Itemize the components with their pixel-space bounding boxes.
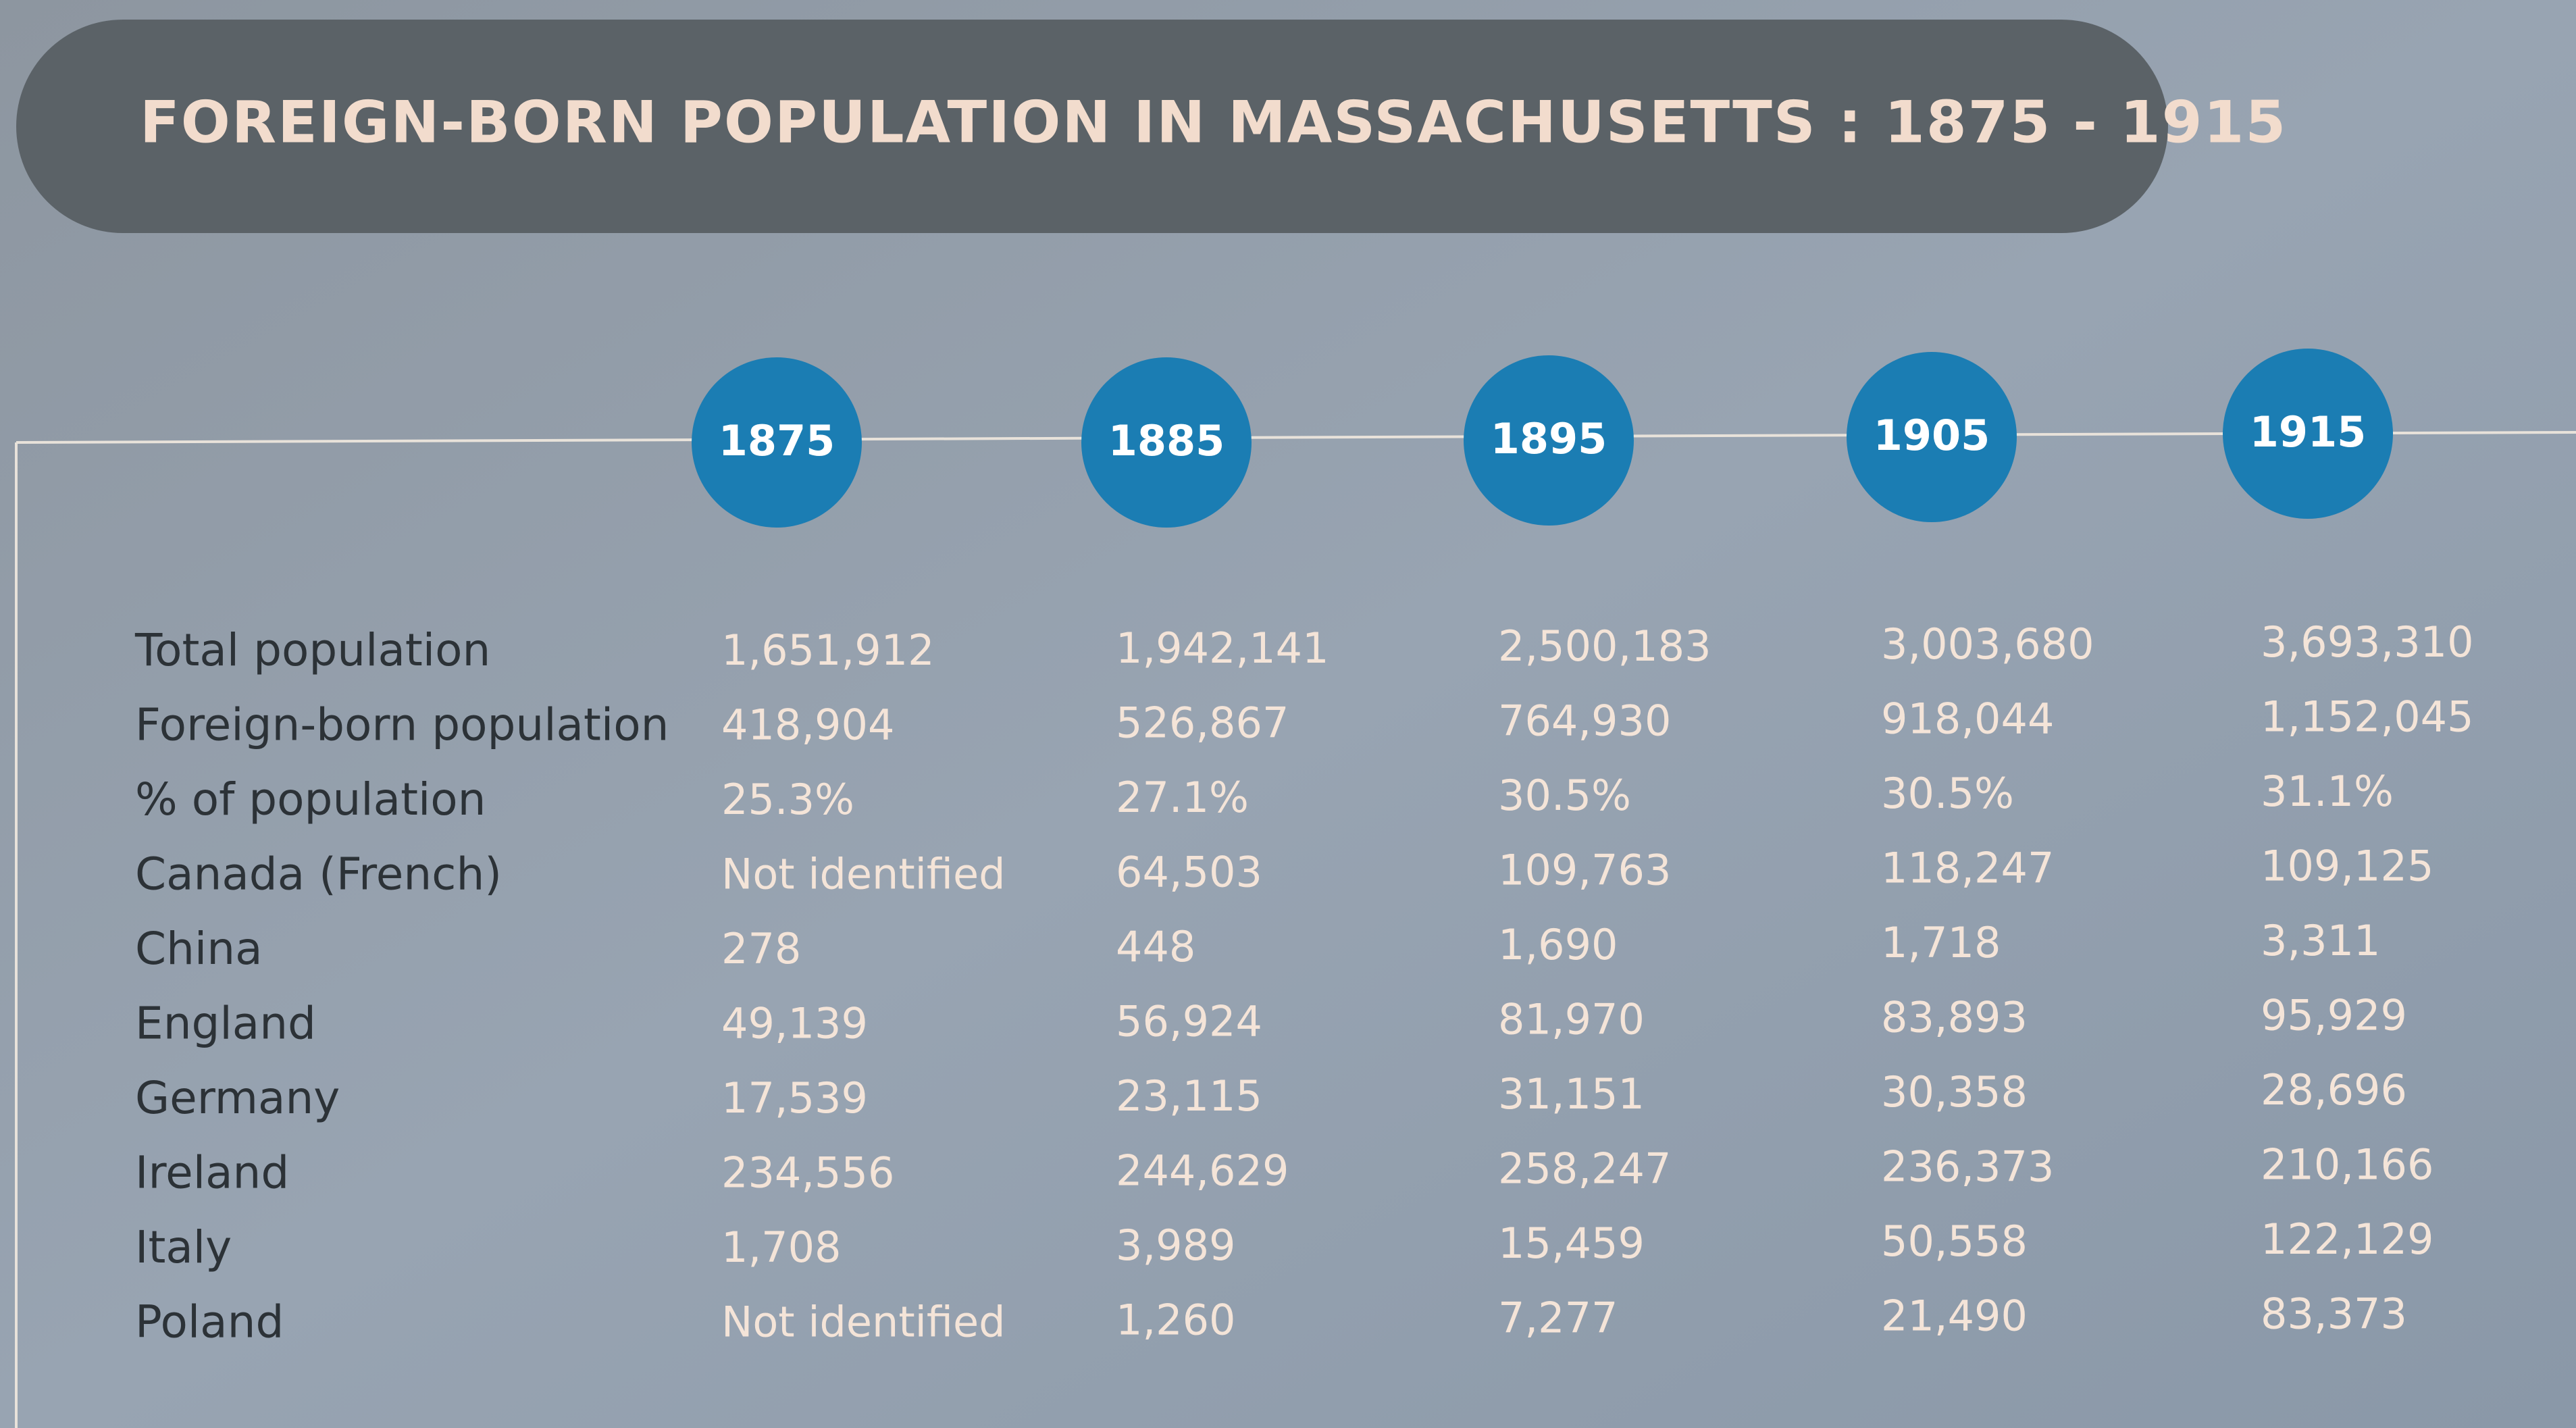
row-label: Foreign-born population <box>135 699 669 751</box>
cell-value: 27.1% <box>1116 773 1249 822</box>
row-label: % of population <box>135 773 486 825</box>
cell-value: 83,893 <box>1881 993 2028 1042</box>
cell-value: 49,139 <box>721 999 868 1048</box>
cell-value: 3,311 <box>2261 916 2381 965</box>
title: FOREIGN-BORN POPULATION IN MASSACHUSETTS… <box>140 88 2287 156</box>
year-label: 1875 <box>719 416 835 465</box>
cell-value: 2,500,183 <box>1498 621 1711 671</box>
cell-value: 234,556 <box>721 1148 894 1198</box>
cell-value: 278 <box>721 924 801 973</box>
cell-value: 764,930 <box>1498 696 1671 746</box>
year-circle <box>692 357 862 528</box>
year-circle <box>1081 357 1252 528</box>
year-label: 1905 <box>1874 411 1990 460</box>
cell-value: 56,924 <box>1116 997 1262 1046</box>
cell-value: 50,558 <box>1881 1217 2028 1266</box>
cell-value: 83,373 <box>2261 1290 2407 1339</box>
cell-value: 30.5% <box>1881 769 2014 818</box>
cell-value: Not identified <box>721 850 1005 899</box>
cell-value: 3,003,680 <box>1881 619 2094 669</box>
cell-value: 7,277 <box>1498 1294 1618 1343</box>
cell-value: 448 <box>1116 922 1195 971</box>
cell-value: 1,942,141 <box>1116 623 1329 673</box>
cell-value: 109,763 <box>1498 846 1671 895</box>
timeline <box>16 431 2576 444</box>
cell-value: 3,693,310 <box>2261 617 2474 667</box>
year-circle <box>2223 349 2393 519</box>
row-label: Germany <box>135 1072 340 1124</box>
cell-value: 30.5% <box>1498 771 1631 820</box>
cell-value: 1,718 <box>1881 918 2001 967</box>
cell-value: 23,115 <box>1116 1071 1262 1121</box>
cell-value: 918,044 <box>1881 694 2054 744</box>
cell-value: 3,989 <box>1116 1221 1236 1270</box>
cell-value: 64,503 <box>1116 848 1262 897</box>
cell-value: 28,696 <box>2261 1065 2407 1115</box>
cell-value: 1,708 <box>721 1223 842 1272</box>
cell-value: 210,166 <box>2261 1140 2433 1190</box>
cell-value: 122,129 <box>2261 1215 2433 1264</box>
cell-value: 81,970 <box>1498 995 1645 1044</box>
cell-value: 118,247 <box>1881 844 2054 893</box>
cell-value: 244,629 <box>1116 1146 1289 1196</box>
year-circle <box>1464 355 1634 526</box>
cell-value: 30,358 <box>1881 1067 2028 1117</box>
row-label: Poland <box>135 1296 284 1348</box>
cell-value: 1,152,045 <box>2261 692 2474 742</box>
cell-value: 418,904 <box>721 700 894 750</box>
cell-value: 31.1% <box>2261 767 2394 816</box>
cell-value: 17,539 <box>721 1073 868 1123</box>
row-label: Total population <box>134 624 490 676</box>
year-label: 1915 <box>2250 407 2367 457</box>
cell-value: 258,247 <box>1498 1144 1671 1194</box>
cell-value: 95,929 <box>2261 991 2407 1040</box>
cell-value: 1,690 <box>1498 920 1618 969</box>
row-label: China <box>135 923 263 975</box>
cell-value: 21,490 <box>1881 1292 2028 1341</box>
cell-value: 109,125 <box>2261 842 2433 891</box>
year-label: 1885 <box>1108 416 1225 465</box>
cell-value: 1,260 <box>1116 1296 1236 1345</box>
cell-value: 25.3% <box>721 775 854 824</box>
cell-value: 236,373 <box>1881 1142 2054 1192</box>
row-label: Ireland <box>135 1147 289 1199</box>
cell-value: Not identified <box>721 1298 1005 1347</box>
cell-value: 31,151 <box>1498 1069 1645 1119</box>
cell-value: 15,459 <box>1498 1219 1645 1268</box>
row-label: Italy <box>135 1221 232 1273</box>
year-circle <box>1847 352 2017 522</box>
cell-value: 526,867 <box>1116 698 1289 748</box>
year-label: 1895 <box>1491 414 1607 463</box>
title-pill <box>16 20 2168 233</box>
row-label: England <box>135 998 316 1050</box>
cell-value: 1,651,912 <box>721 626 935 675</box>
row-label: Canada (French) <box>135 848 502 900</box>
